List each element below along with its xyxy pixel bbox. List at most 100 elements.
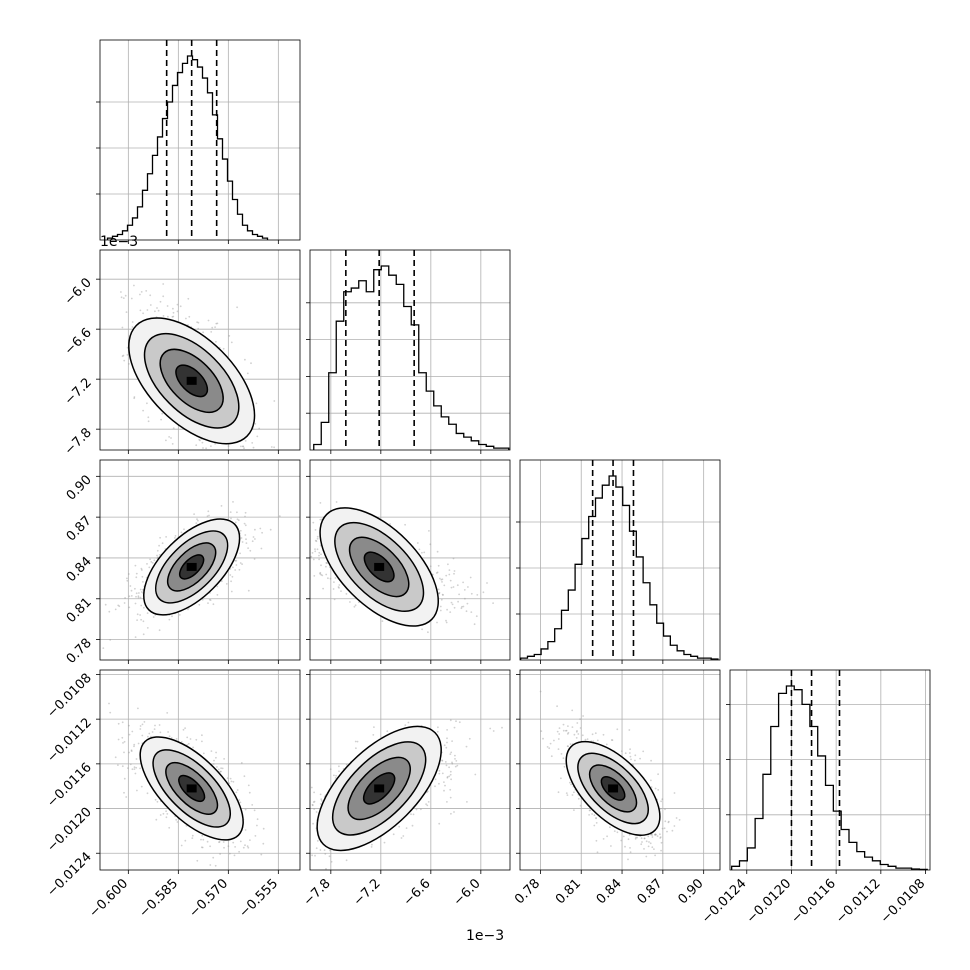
sample-point — [456, 584, 459, 587]
sample-point — [235, 791, 238, 794]
sample-point — [133, 397, 136, 400]
sample-point — [109, 711, 112, 714]
sample-point — [415, 808, 418, 811]
scatter-panel-2-0: 0.780.810.840.870.90 — [64, 459, 301, 667]
x-tick-label: −0.0108 — [878, 876, 928, 926]
sample-point — [230, 780, 233, 783]
sample-point — [588, 809, 591, 812]
sample-point — [316, 537, 319, 540]
sample-point — [201, 846, 204, 849]
sample-point — [322, 587, 324, 590]
sample-point — [438, 591, 441, 594]
sample-point — [446, 729, 448, 731]
sample-point — [128, 751, 131, 754]
sample-point — [125, 311, 128, 313]
sample-point — [448, 573, 451, 576]
sample-point — [443, 789, 445, 792]
sample-point — [209, 864, 212, 866]
sample-point — [252, 536, 255, 538]
sample-point — [201, 441, 204, 444]
sample-point — [195, 738, 198, 741]
sample-point — [402, 835, 405, 837]
sample-point — [159, 300, 162, 303]
sample-point — [139, 309, 142, 312]
sample-point — [576, 722, 579, 724]
histogram-step — [731, 685, 928, 871]
y-tick-label: −0.0124 — [44, 849, 94, 899]
sample-point — [546, 746, 549, 748]
sample-point — [648, 841, 650, 843]
hist-panel-0 — [96, 39, 301, 244]
sample-point — [270, 446, 273, 448]
sample-point — [660, 800, 662, 803]
sample-point — [438, 772, 441, 775]
sample-point — [239, 801, 242, 804]
sample-point — [128, 733, 131, 736]
sample-point — [117, 604, 120, 607]
sample-point — [449, 796, 452, 799]
sample-point — [191, 837, 194, 839]
sample-point — [418, 548, 421, 551]
sample-point — [232, 841, 235, 844]
sample-point — [407, 721, 410, 724]
sample-point — [139, 614, 142, 616]
sample-point — [313, 575, 316, 577]
sample-point — [310, 555, 313, 558]
panel-frame — [99, 459, 301, 661]
sample-point — [233, 854, 236, 857]
sample-point — [371, 843, 373, 846]
sample-point — [586, 738, 589, 740]
y-tick-label: −6.6 — [62, 325, 95, 358]
sample-point — [124, 597, 126, 599]
sample-point — [139, 588, 142, 591]
sample-point — [187, 742, 190, 745]
sample-point — [213, 759, 215, 762]
sample-point — [454, 754, 456, 757]
sample-point — [248, 791, 251, 794]
sample-point — [446, 608, 448, 611]
sample-point — [205, 447, 208, 450]
sample-point — [230, 341, 233, 344]
sample-point — [256, 818, 259, 821]
sample-point — [247, 784, 250, 787]
sample-point — [159, 731, 162, 734]
sample-point — [243, 775, 246, 778]
sample-point — [453, 570, 456, 572]
sample-point — [256, 824, 258, 827]
sample-point — [441, 772, 444, 775]
sample-point — [456, 764, 459, 767]
sample-point — [141, 575, 144, 578]
sample-point — [153, 728, 156, 730]
sample-point — [232, 566, 234, 569]
sample-point — [130, 595, 133, 597]
sample-point — [310, 786, 313, 789]
sample-point — [473, 623, 476, 626]
sample-point — [354, 740, 357, 743]
sample-point — [157, 556, 159, 559]
y-tick-label: −0.0116 — [44, 760, 94, 810]
sample-point — [553, 739, 555, 742]
sample-point — [560, 777, 562, 780]
x-tick-label: −7.8 — [301, 876, 334, 909]
sample-point — [235, 559, 238, 562]
sample-point — [453, 726, 456, 729]
sample-point — [158, 554, 161, 556]
sample-point — [238, 799, 241, 801]
sample-point — [439, 605, 442, 608]
sample-point — [156, 307, 158, 309]
sample-point — [650, 786, 653, 788]
sample-point — [135, 595, 137, 598]
sample-point — [176, 821, 179, 823]
sample-point — [356, 740, 359, 743]
sample-point — [196, 518, 198, 521]
sample-point — [316, 840, 319, 842]
sample-point — [450, 586, 453, 589]
sample-point — [158, 544, 161, 547]
sample-point — [439, 609, 442, 612]
sample-point — [345, 763, 348, 766]
sample-point — [628, 729, 631, 731]
sample-point — [447, 563, 449, 566]
sample-point — [227, 845, 230, 848]
sample-point — [143, 721, 146, 723]
sample-point — [157, 309, 160, 312]
